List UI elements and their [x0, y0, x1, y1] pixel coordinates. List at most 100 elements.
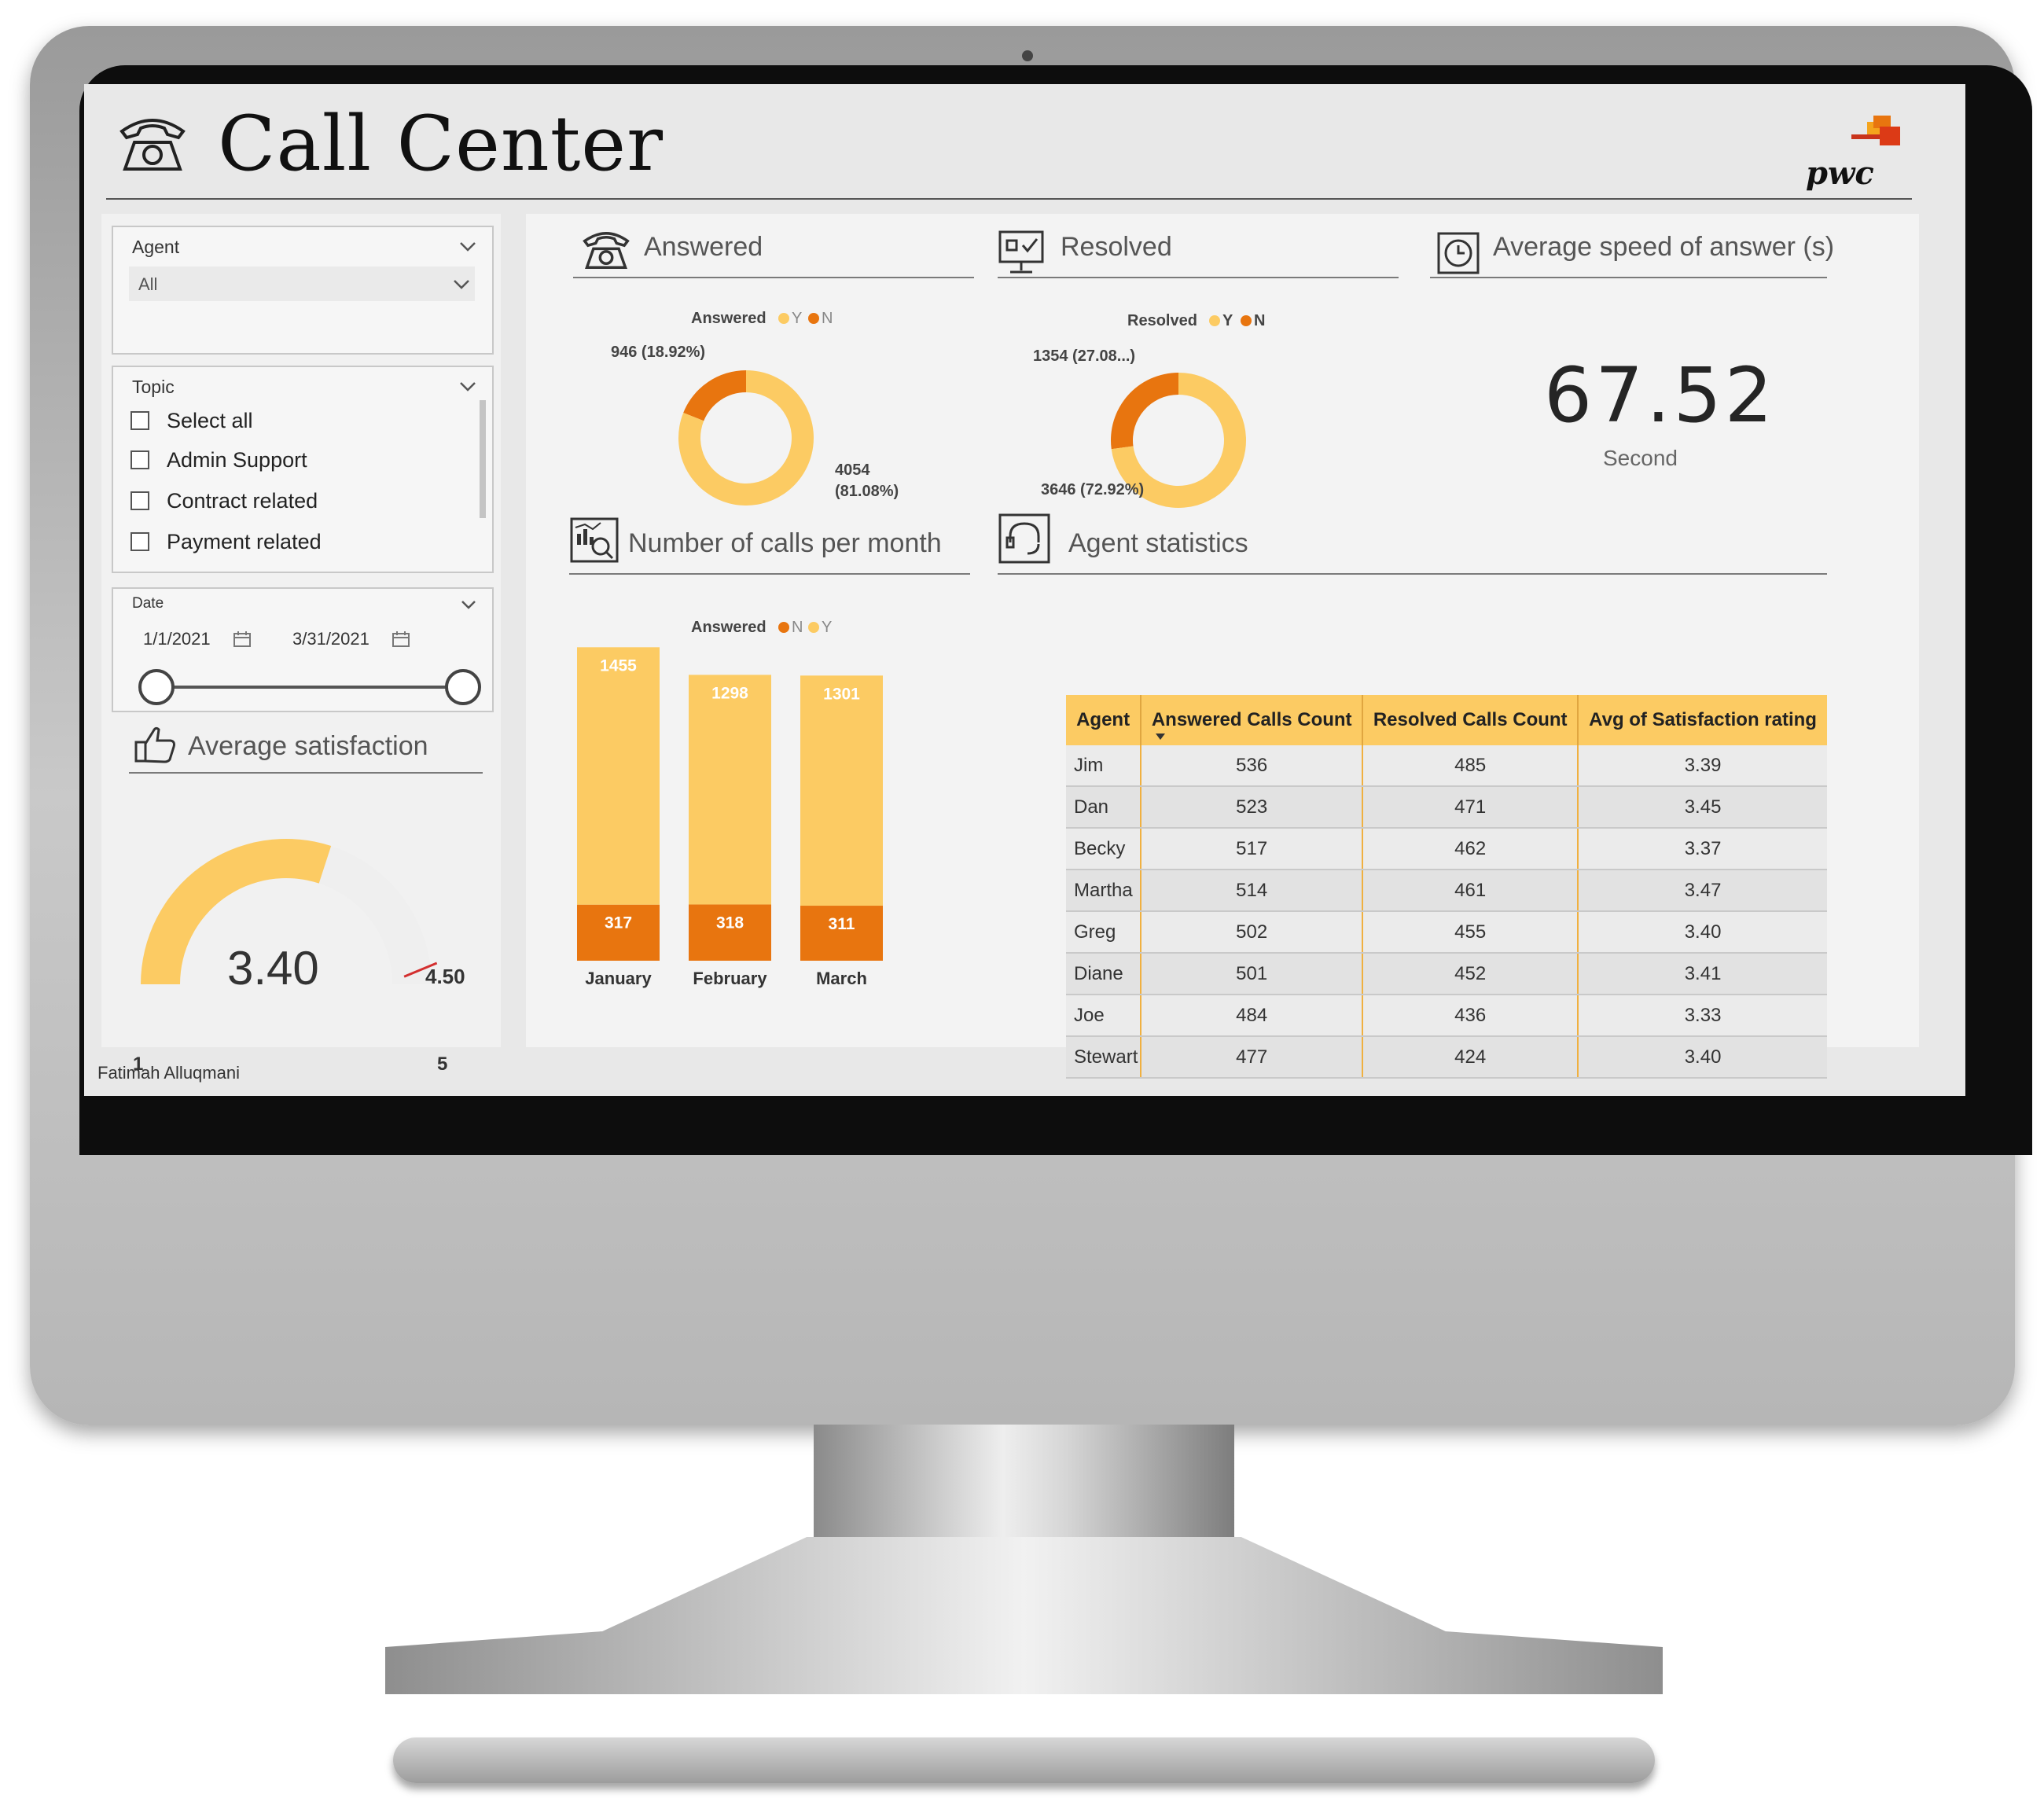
telephone-icon: [583, 232, 630, 269]
topic-option-label: Contract related: [167, 488, 318, 513]
legend-label-y: Y: [792, 310, 803, 327]
topic-option-contract-related[interactable]: Contract related: [131, 485, 318, 517]
header-divider: [106, 198, 1912, 200]
resolved-label-y: 3646 (72.92%): [1041, 481, 1145, 498]
agent-dropdown[interactable]: All: [129, 267, 475, 301]
donut-slice-y[interactable]: [1111, 373, 1246, 508]
gauge-target-marker: [403, 961, 438, 978]
legend-label-y: Y: [1222, 312, 1233, 329]
chevron-down-icon[interactable]: [461, 600, 476, 609]
bar-data-label: 1455: [600, 656, 637, 675]
bar-segment-n[interactable]: [577, 904, 660, 961]
table-cell: 3.40: [1578, 1036, 1827, 1079]
satisfaction-gauge: [141, 839, 438, 984]
table-cell: Jim: [1066, 745, 1142, 787]
agent-stats-title: Agent statistics: [1068, 528, 1248, 558]
section-divider: [129, 772, 483, 774]
bar-segment-y[interactable]: [800, 675, 883, 906]
table-row[interactable]: Greg 502 455 3.40: [1066, 911, 1827, 954]
column-header[interactable]: Resolved Calls Count: [1362, 695, 1579, 745]
calendar-icon[interactable]: [392, 631, 410, 648]
table-cell: 523: [1141, 786, 1364, 829]
topic-option-admin-support[interactable]: Admin Support: [131, 444, 307, 476]
sort-descending-icon[interactable]: [1155, 733, 1166, 741]
checkbox[interactable]: [131, 491, 149, 510]
agent-slicer-title: Agent: [132, 237, 180, 257]
date-range-slider[interactable]: [113, 667, 492, 707]
donut-slice-n[interactable]: [1111, 373, 1178, 450]
bar-segment-y[interactable]: [689, 675, 771, 905]
column-header[interactable]: Answered Calls Count: [1141, 695, 1364, 745]
calls-legend-title: Answered: [691, 619, 766, 636]
page-title: Call Center: [218, 100, 664, 188]
topic-option-label: Select all: [167, 408, 253, 432]
column-header[interactable]: Agent: [1066, 695, 1142, 745]
table-cell: Greg: [1066, 911, 1142, 954]
x-axis-tick-label: March: [816, 969, 867, 988]
table-row[interactable]: Diane 501 452 3.41: [1066, 953, 1827, 995]
start-date-value: 1/1/2021: [143, 629, 211, 649]
bar-data-label: 1301: [823, 685, 860, 703]
column-header[interactable]: Avg of Satisfaction rating: [1578, 695, 1827, 745]
bar-segment-n[interactable]: [689, 904, 771, 961]
calendar-icon[interactable]: [233, 631, 252, 648]
table-cell: 536: [1141, 745, 1364, 787]
topic-option-select-all[interactable]: Select all: [131, 405, 253, 436]
table-cell: Stewart: [1066, 1036, 1142, 1079]
gauge-min-label: 1: [133, 1053, 144, 1075]
gauge-max-label: 5: [437, 1053, 448, 1075]
donut-slice-y[interactable]: [678, 370, 814, 506]
chart-magnifier-icon: [570, 517, 619, 563]
monitor-stand: [385, 1537, 1663, 1694]
bar-data-label: 1298: [711, 684, 748, 702]
checkbox[interactable]: [131, 411, 149, 430]
legend-label-n: N: [822, 310, 833, 327]
table-cell: Martha: [1066, 870, 1142, 912]
legend-dot-no: [1241, 315, 1252, 326]
end-date-input[interactable]: 3/31/2021: [278, 622, 420, 656]
checkbox[interactable]: [131, 450, 149, 469]
answered-label-y-value: 4054: [835, 461, 870, 479]
section-divider: [998, 277, 1399, 278]
slider-end-handle[interactable]: [445, 669, 481, 705]
thumbs-up-icon: [134, 726, 175, 763]
bar-segment-y[interactable]: [577, 647, 660, 905]
table-row[interactable]: Jim 536 485 3.39: [1066, 745, 1827, 787]
table-cell: 3.33: [1578, 995, 1827, 1037]
chevron-down-icon[interactable]: [459, 381, 476, 392]
table-cell: 3.37: [1578, 828, 1827, 870]
agent-dropdown-value: All: [138, 274, 158, 294]
donut-slice-n[interactable]: [683, 370, 746, 421]
legend-label-n: N: [792, 619, 803, 636]
section-divider: [1430, 277, 1827, 278]
topic-option-payment-related[interactable]: Payment related: [131, 526, 322, 557]
start-date-input[interactable]: 1/1/2021: [129, 622, 270, 656]
table-cell: 471: [1362, 786, 1579, 829]
table-cell: 436: [1362, 995, 1579, 1037]
pwc-logo: pwc: [1806, 116, 1908, 194]
table-cell: 452: [1362, 953, 1579, 995]
chevron-down-icon[interactable]: [459, 241, 476, 252]
slider-start-handle[interactable]: [138, 669, 175, 705]
table-row[interactable]: Stewart 477 424 3.40: [1066, 1036, 1827, 1079]
table-cell: 502: [1141, 911, 1364, 954]
bar-segment-n[interactable]: [800, 906, 883, 961]
table-cell: 3.40: [1578, 911, 1827, 954]
table-row[interactable]: Joe 484 436 3.33: [1066, 995, 1827, 1037]
date-slicer: Date 1/1/2021 3/31/2021: [112, 587, 494, 712]
satisfaction-title: Average satisfaction: [188, 731, 428, 761]
legend-dot-no: [808, 313, 819, 324]
resolved-legend-title: Resolved: [1127, 312, 1197, 329]
table-row[interactable]: Becky 517 462 3.37: [1066, 828, 1827, 870]
bar-data-label: 317: [605, 914, 632, 932]
table-cell: 3.39: [1578, 745, 1827, 787]
bar-data-label: 311: [829, 915, 855, 933]
table-cell: 3.45: [1578, 786, 1827, 829]
checkbox[interactable]: [131, 532, 149, 551]
table-row[interactable]: Martha 514 461 3.47: [1066, 870, 1827, 912]
table-row[interactable]: Dan 523 471 3.45: [1066, 786, 1827, 829]
topic-scrollbar[interactable]: [480, 400, 486, 518]
topic-slicer: Topic Select all Admin Support Contract …: [112, 366, 494, 573]
monitor-stand-base: [393, 1737, 1655, 1783]
answered-legend-title: Answered: [691, 310, 766, 327]
